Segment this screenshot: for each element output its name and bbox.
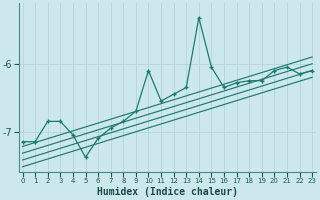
- X-axis label: Humidex (Indice chaleur): Humidex (Indice chaleur): [97, 187, 238, 197]
